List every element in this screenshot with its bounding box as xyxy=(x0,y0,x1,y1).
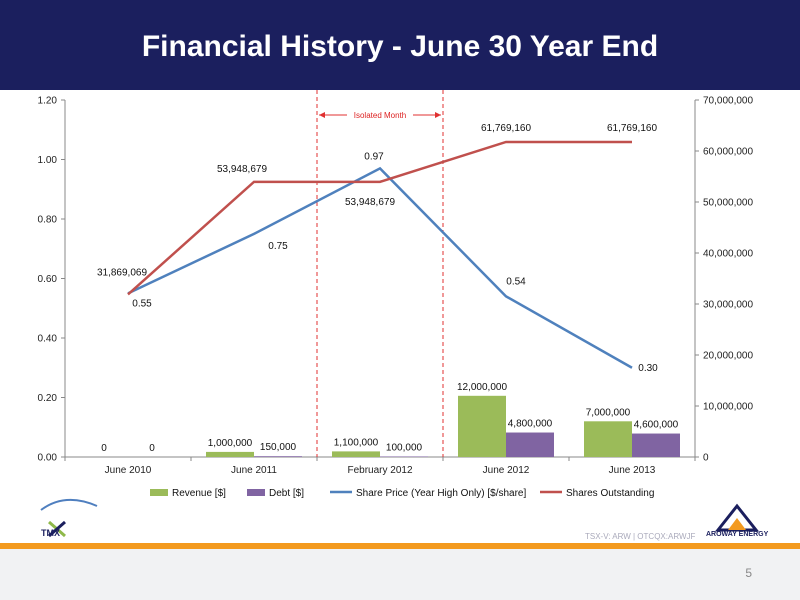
debt-bar-label: 0 xyxy=(149,443,155,454)
x-axis-tick-label: June 2013 xyxy=(609,465,656,476)
right-axis-tick-label: 0 xyxy=(703,453,709,464)
debt-bar xyxy=(506,432,554,457)
debt-bar xyxy=(254,456,302,457)
share-price-label: 0.97 xyxy=(364,151,384,162)
x-axis-tick-label: February 2012 xyxy=(347,465,412,476)
debt-bar-label: 100,000 xyxy=(386,442,423,453)
legend-entry: Share Price (Year High Only) [$/share] xyxy=(356,488,526,499)
isolated-month-label: Isolated Month xyxy=(354,111,406,120)
legend-swatch xyxy=(150,489,168,496)
footer-accent-bar xyxy=(0,543,800,549)
shares-outstanding-label: 61,769,160 xyxy=(481,123,531,134)
right-axis-tick-label: 20,000,000 xyxy=(703,351,753,362)
page-title: Financial History - June 30 Year End xyxy=(141,30,659,63)
share-price-label: 0.75 xyxy=(268,241,288,252)
right-axis-tick-label: 10,000,000 xyxy=(703,402,753,413)
ticker-symbols: TSX-V: ARW | OTCQX:ARWJF xyxy=(585,532,696,541)
aroway-logo-text: AROWAY ENERGY xyxy=(706,531,769,538)
aroway-logo-icon xyxy=(706,502,768,542)
shares-outstanding-label: 53,948,679 xyxy=(217,164,267,175)
footer xyxy=(0,549,800,600)
left-axis-tick-label: 0.20 xyxy=(38,393,58,404)
legend-entry: Debt [$] xyxy=(269,488,304,499)
x-axis-tick-label: June 2012 xyxy=(483,465,530,476)
revenue-bar xyxy=(332,451,380,457)
revenue-bar xyxy=(584,421,632,457)
left-axis-tick-label: 1.20 xyxy=(38,96,58,107)
isolated-month-arrow-head xyxy=(319,112,325,118)
debt-bar-label: 4,800,000 xyxy=(508,419,553,430)
right-axis-tick-label: 60,000,000 xyxy=(703,147,753,158)
revenue-bar xyxy=(206,451,254,457)
debt-bar-label: 4,600,000 xyxy=(634,420,679,431)
share-price-label: 0.54 xyxy=(506,276,526,287)
legend-entry: Shares Outstanding xyxy=(566,488,654,499)
left-axis-tick-label: 0.60 xyxy=(38,274,58,285)
share-price-line xyxy=(127,166,633,369)
left-axis-tick-label: 0.40 xyxy=(38,334,58,345)
share-price-label: 0.55 xyxy=(132,298,152,309)
right-axis-tick-label: 40,000,000 xyxy=(703,249,753,260)
legend-entry: Revenue [$] xyxy=(172,488,226,499)
share-price-label: 0.30 xyxy=(638,363,658,374)
debt-bar-label: 150,000 xyxy=(260,442,297,453)
shares-outstanding-line xyxy=(127,140,632,296)
financial-chart: 0.00 0.20 0.40 0.60 0.80 1.00 1.20 0 10,000,000 2… xyxy=(38,90,753,499)
tmx-logo-text: TMX xyxy=(41,528,60,538)
page-number: 5 xyxy=(745,566,752,580)
revenue-bar-label: 7,000,000 xyxy=(586,407,631,418)
shares-outstanding-label: 61,769,160 xyxy=(607,123,657,134)
right-axis-tick-label: 70,000,000 xyxy=(703,96,753,107)
x-axis-tick-label: June 2011 xyxy=(231,465,277,476)
debt-bar xyxy=(632,433,680,457)
legend-swatch xyxy=(247,489,265,496)
shares-outstanding-label: 53,948,679 xyxy=(345,197,395,208)
left-axis-tick-label: 0.80 xyxy=(38,215,58,226)
revenue-bar-label: 1,100,000 xyxy=(334,437,379,448)
x-axis-tick-label: June 2010 xyxy=(105,465,152,476)
left-axis-tick-label: 0.00 xyxy=(38,453,58,464)
revenue-bar-label: 0 xyxy=(101,443,107,454)
shares-outstanding-label: 31,869,069 xyxy=(97,267,147,278)
tmx-logo: TMX xyxy=(35,492,105,542)
left-axis-tick-label: 1.00 xyxy=(38,155,58,166)
isolated-month-arrow-head xyxy=(435,112,441,118)
title-banner: Financial History - June 30 Year End xyxy=(0,0,800,90)
revenue-bar-label: 1,000,000 xyxy=(208,438,253,449)
revenue-bar-label: 12,000,000 xyxy=(457,382,507,393)
right-axis-tick-label: 30,000,000 xyxy=(703,300,753,311)
right-axis-tick-label: 50,000,000 xyxy=(703,198,753,209)
debt-bar xyxy=(380,456,428,457)
revenue-bar xyxy=(458,395,506,457)
